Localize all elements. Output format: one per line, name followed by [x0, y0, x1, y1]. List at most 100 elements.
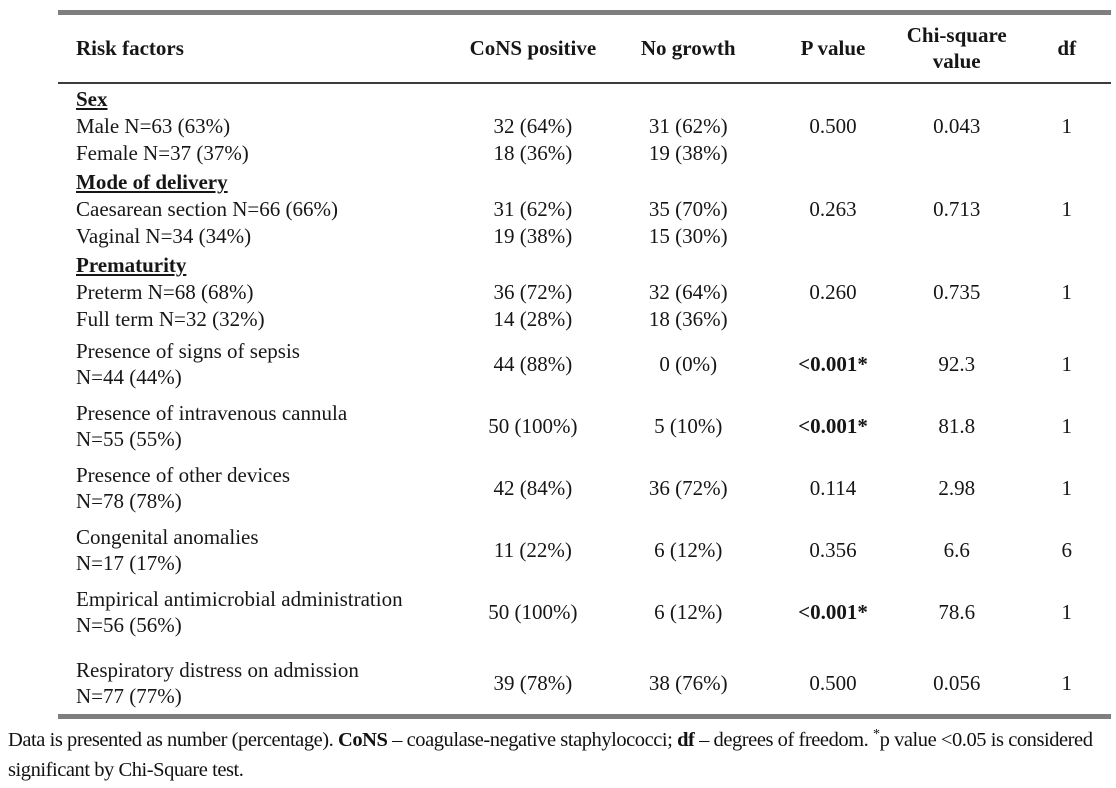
risk-factor-label: Presence of intravenous cannula N=55 (55%… [58, 395, 464, 457]
footnote-text: – degrees of freedom. [694, 729, 874, 751]
cell-no-growth: 6 (12%) [654, 537, 723, 562]
footnote: Data is presented as number (percentage)… [8, 725, 1106, 785]
cell-cons-positive: 50 (100%) [488, 599, 578, 624]
cell-cons-positive: 18 (36%) [493, 141, 573, 165]
table-row: Preterm N=68 (68%) 36 (72%) 32 (64%) 0.260 0… [58, 279, 1111, 306]
footnote-term-cons: CoNS [338, 729, 388, 751]
cell-p-value: <0.001* [798, 413, 868, 438]
cell-df: 1 [1022, 643, 1111, 719]
cell-chi-square: 78.6 [938, 599, 976, 624]
cell-cons-positive: 19 (38%) [493, 224, 573, 248]
cell-no-growth: 5 (10%) [654, 413, 723, 438]
risk-factor-label: Vaginal N=34 (34%) [76, 224, 252, 248]
header-cons-positive: CoNS positive [464, 12, 602, 84]
table-row: Male N=63 (63%) 32 (64%) 31 (62%) 0.500 0.04… [58, 113, 1111, 140]
cell-chi-square: 92.3 [938, 351, 976, 376]
cell-no-growth: 6 (12%) [654, 599, 723, 624]
footnote-text: Data is presented as number (percentage)… [8, 729, 339, 751]
cell-p-value [775, 140, 891, 167]
cell-cons-positive: 14 (28%) [493, 307, 573, 331]
header-chi-square: Chi-square value [890, 12, 1023, 84]
cell-p-value: <0.001* [798, 351, 868, 376]
table-header: Risk factors CoNS positive No growth P v… [58, 12, 1111, 84]
cell-chi-square: 0.043 [933, 114, 981, 138]
table-row: Vaginal N=34 (34%) 19 (38%) 15 (30%) [58, 223, 1111, 250]
cell-cons-positive: 39 (78%) [464, 643, 602, 719]
footnote-text: p value <0.05 is considered significant … [8, 729, 1093, 781]
header-risk-factors: Risk factors [58, 12, 465, 84]
risk-factor-label: Congenital anomalies N=17 (17%) [58, 519, 464, 581]
risk-factors-table: Risk factors CoNS positive No growth P v… [58, 10, 1111, 719]
cell-p-value: 0.263 [809, 197, 857, 221]
cell-no-growth: 18 (36%) [648, 307, 728, 331]
risk-factor-label: Male N=63 (63%) [76, 114, 231, 138]
risk-factor-label: Empirical antimicrobial administration N=… [58, 581, 464, 643]
cell-df [1023, 306, 1111, 333]
risk-factors-table-wrap: Risk factors CoNS positive No growth P v… [58, 10, 1111, 719]
table-row: Presence of signs of sepsis N=44 (44%) 44 … [58, 333, 1111, 395]
risk-factor-label-line: N=17 (17%) [76, 551, 182, 575]
cell-no-growth: 36 (72%) [648, 475, 728, 500]
risk-factor-label: Caesarean section N=66 (66%) [76, 197, 338, 221]
cell-p-value: 0.500 [775, 643, 891, 719]
risk-factor-label: Presence of signs of sepsis N=44 (44%) [58, 333, 464, 395]
risk-factor-label-line: N=77 (77%) [76, 684, 182, 708]
cell-cons-positive: 42 (84%) [493, 475, 573, 500]
section-row: Prematurity [58, 250, 1111, 279]
risk-factor-label: Female N=37 (37%) [76, 141, 249, 165]
risk-factor-label-line: N=44 (44%) [76, 365, 182, 389]
risk-factor-label-line: Presence of other devices [76, 463, 290, 487]
cell-p-value: 0.260 [809, 280, 857, 304]
cell-cons-positive: 32 (64%) [493, 114, 573, 138]
risk-factor-label-line: Respiratory distress on admission [76, 658, 359, 682]
cell-no-growth: 32 (64%) [648, 280, 728, 304]
cell-df: 1 [1061, 351, 1073, 376]
cell-cons-positive: 11 (22%) [493, 537, 572, 562]
cell-p-value [775, 223, 891, 250]
cell-cons-positive: 50 (100%) [488, 413, 578, 438]
cell-p-value: <0.001* [798, 599, 868, 624]
cell-chi-square [891, 306, 1023, 333]
risk-factor-label: Respiratory distress on admission N=77 (7… [58, 643, 465, 719]
cell-p-value: 0.114 [809, 475, 857, 500]
cell-p-value: 0.500 [809, 114, 857, 138]
footnote-text: – coagulase-negative staphylococci; [387, 729, 678, 751]
cell-chi-square [891, 140, 1023, 167]
risk-factor-label-line: Congenital anomalies [76, 525, 259, 549]
risk-factor-label-line: Presence of signs of sepsis [76, 339, 300, 363]
footnote-term-df: df [677, 729, 695, 751]
cell-chi-square: 0.056 [890, 643, 1023, 719]
cell-no-growth: 35 (70%) [648, 197, 728, 221]
cell-chi-square: 6.6 [943, 537, 970, 562]
cell-cons-positive: 44 (88%) [493, 351, 573, 376]
cell-df: 1 [1061, 197, 1073, 221]
risk-factor-label-line: Empirical antimicrobial administration [76, 587, 403, 611]
risk-factor-label-line: N=56 (56%) [76, 613, 182, 637]
table-row: Caesarean section N=66 (66%) 31 (62%) 35 (… [58, 196, 1111, 223]
cell-df: 1 [1061, 475, 1073, 500]
risk-factor-label-line: N=78 (78%) [76, 489, 182, 513]
cell-cons-positive: 36 (72%) [493, 280, 573, 304]
cell-no-growth: 0 (0%) [659, 351, 718, 376]
cell-df: 1 [1061, 599, 1073, 624]
cell-chi-square [891, 223, 1023, 250]
cell-df: 1 [1061, 413, 1073, 438]
cell-df: 1 [1061, 114, 1073, 138]
cell-p-value [775, 306, 891, 333]
risk-factor-label: Presence of other devices N=78 (78%) [58, 457, 464, 519]
cell-chi-square: 81.8 [938, 413, 976, 438]
cell-no-growth: 31 (62%) [648, 114, 728, 138]
cell-df [1023, 140, 1111, 167]
cell-df [1023, 223, 1111, 250]
footnote-significance-asterisk: * [873, 727, 880, 743]
risk-factor-label: Full term N=32 (32%) [76, 307, 265, 331]
risk-factor-label-line: Presence of intravenous cannula [76, 401, 348, 425]
cell-p-value: 0.356 [809, 537, 857, 562]
cell-df: 1 [1061, 280, 1073, 304]
table-row: Presence of other devices N=78 (78%) 42 (8… [58, 457, 1111, 519]
section-row: Mode of delivery [58, 167, 1111, 196]
table-row: Empirical antimicrobial administration N=… [58, 581, 1111, 643]
section-label: Prematurity [76, 253, 187, 277]
section-label: Mode of delivery [76, 170, 228, 194]
section-row: Sex [58, 83, 1111, 113]
